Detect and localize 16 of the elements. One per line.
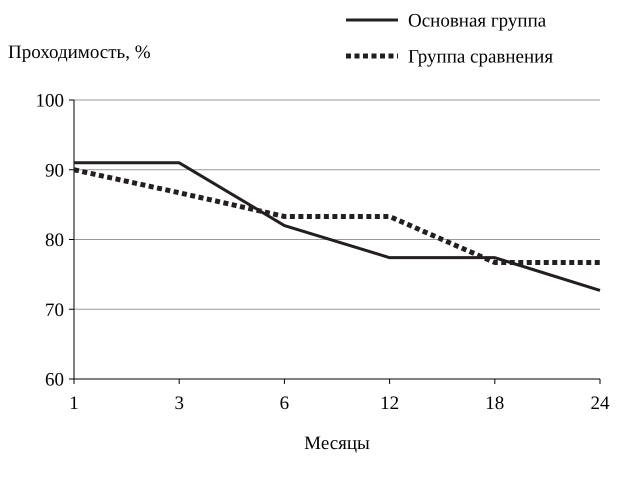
x-axis-title: Месяцы [304, 433, 370, 454]
legend-label: Основная группа [408, 10, 547, 32]
y-tick-label: 80 [45, 230, 64, 252]
y-tick-label: 90 [45, 160, 64, 182]
line-series [72, 161, 602, 292]
x-tick-label: 6 [280, 393, 290, 414]
y-tick-label: 100 [36, 90, 64, 112]
y-tick-label: 60 [45, 370, 64, 391]
y-axis-title: Проходимость, % [8, 42, 151, 63]
x-tick-label: 12 [380, 393, 400, 414]
y-tick-label: 70 [45, 300, 64, 321]
x-tick-label: 1 [69, 393, 79, 414]
x-tick-label: 24 [590, 393, 610, 414]
x-tick-label: 18 [485, 393, 504, 414]
legend-label: Группа сравнения [408, 46, 554, 68]
x-tick-label: 3 [174, 393, 184, 414]
